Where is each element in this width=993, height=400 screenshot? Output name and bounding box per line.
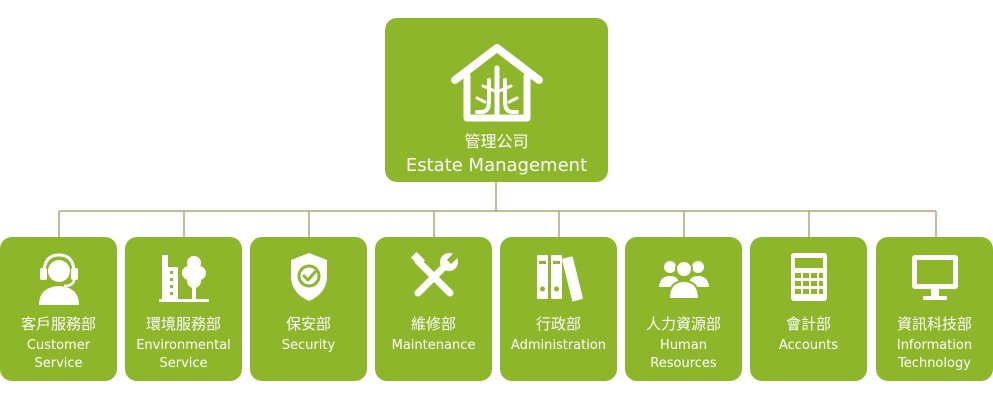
dept-label-zh: 維修部 — [410, 315, 456, 333]
root-title-zh: 管理公司 — [464, 132, 529, 151]
dept-label-en: Information Technology — [896, 338, 973, 371]
dept-security: 保安部 Security — [250, 237, 367, 381]
dept-label-en: Administration — [510, 338, 607, 353]
people-group-icon — [659, 260, 709, 300]
dept-label-zh: 會計部 — [785, 315, 831, 333]
dept-label-en: Security — [281, 338, 336, 353]
binders-icon — [537, 255, 583, 302]
dept-label-zh: 保安部 — [285, 315, 331, 333]
dept-environmental-service: 環境服務部 Environmental Service — [125, 237, 242, 381]
dept-label-en: Customer Service — [26, 338, 91, 371]
dept-label-zh: 客戶服務部 — [20, 315, 96, 333]
dept-information-technology: 資訊科技部 Information Technology — [876, 237, 993, 381]
house-tree-icon — [451, 44, 543, 122]
calculator-icon — [791, 253, 827, 301]
dept-label-zh: 行政部 — [535, 315, 581, 333]
computer-monitor-icon — [912, 255, 958, 300]
dept-label-en: Maintenance — [391, 338, 476, 353]
dept-label-zh: 資訊科技部 — [896, 315, 972, 333]
headset-agent-icon — [39, 253, 79, 305]
dept-human-resources: 人力資源部 Human Resources — [625, 237, 742, 381]
dept-label-zh: 人力資源部 — [645, 315, 721, 333]
dept-customer-service: 客戶服務部 Customer Service — [0, 237, 117, 381]
dept-administration: 行政部 Administration — [500, 237, 617, 381]
shield-check-icon — [291, 253, 327, 301]
dept-label-zh: 環境服務部 — [145, 315, 221, 333]
root-node-estate-management: 管理公司 Estate Management — [385, 18, 608, 182]
building-tree-icon — [159, 255, 209, 302]
dept-label-en: Environmental Service — [136, 338, 231, 371]
dept-label-en: Accounts — [778, 338, 839, 353]
dept-maintenance: 維修部 Maintenance — [375, 237, 492, 381]
dept-label-en: Human Resources — [650, 338, 717, 371]
dept-accounts: 會計部 Accounts — [750, 237, 867, 381]
tools-icon — [410, 251, 459, 297]
root-title-en: Estate Management — [405, 155, 588, 176]
